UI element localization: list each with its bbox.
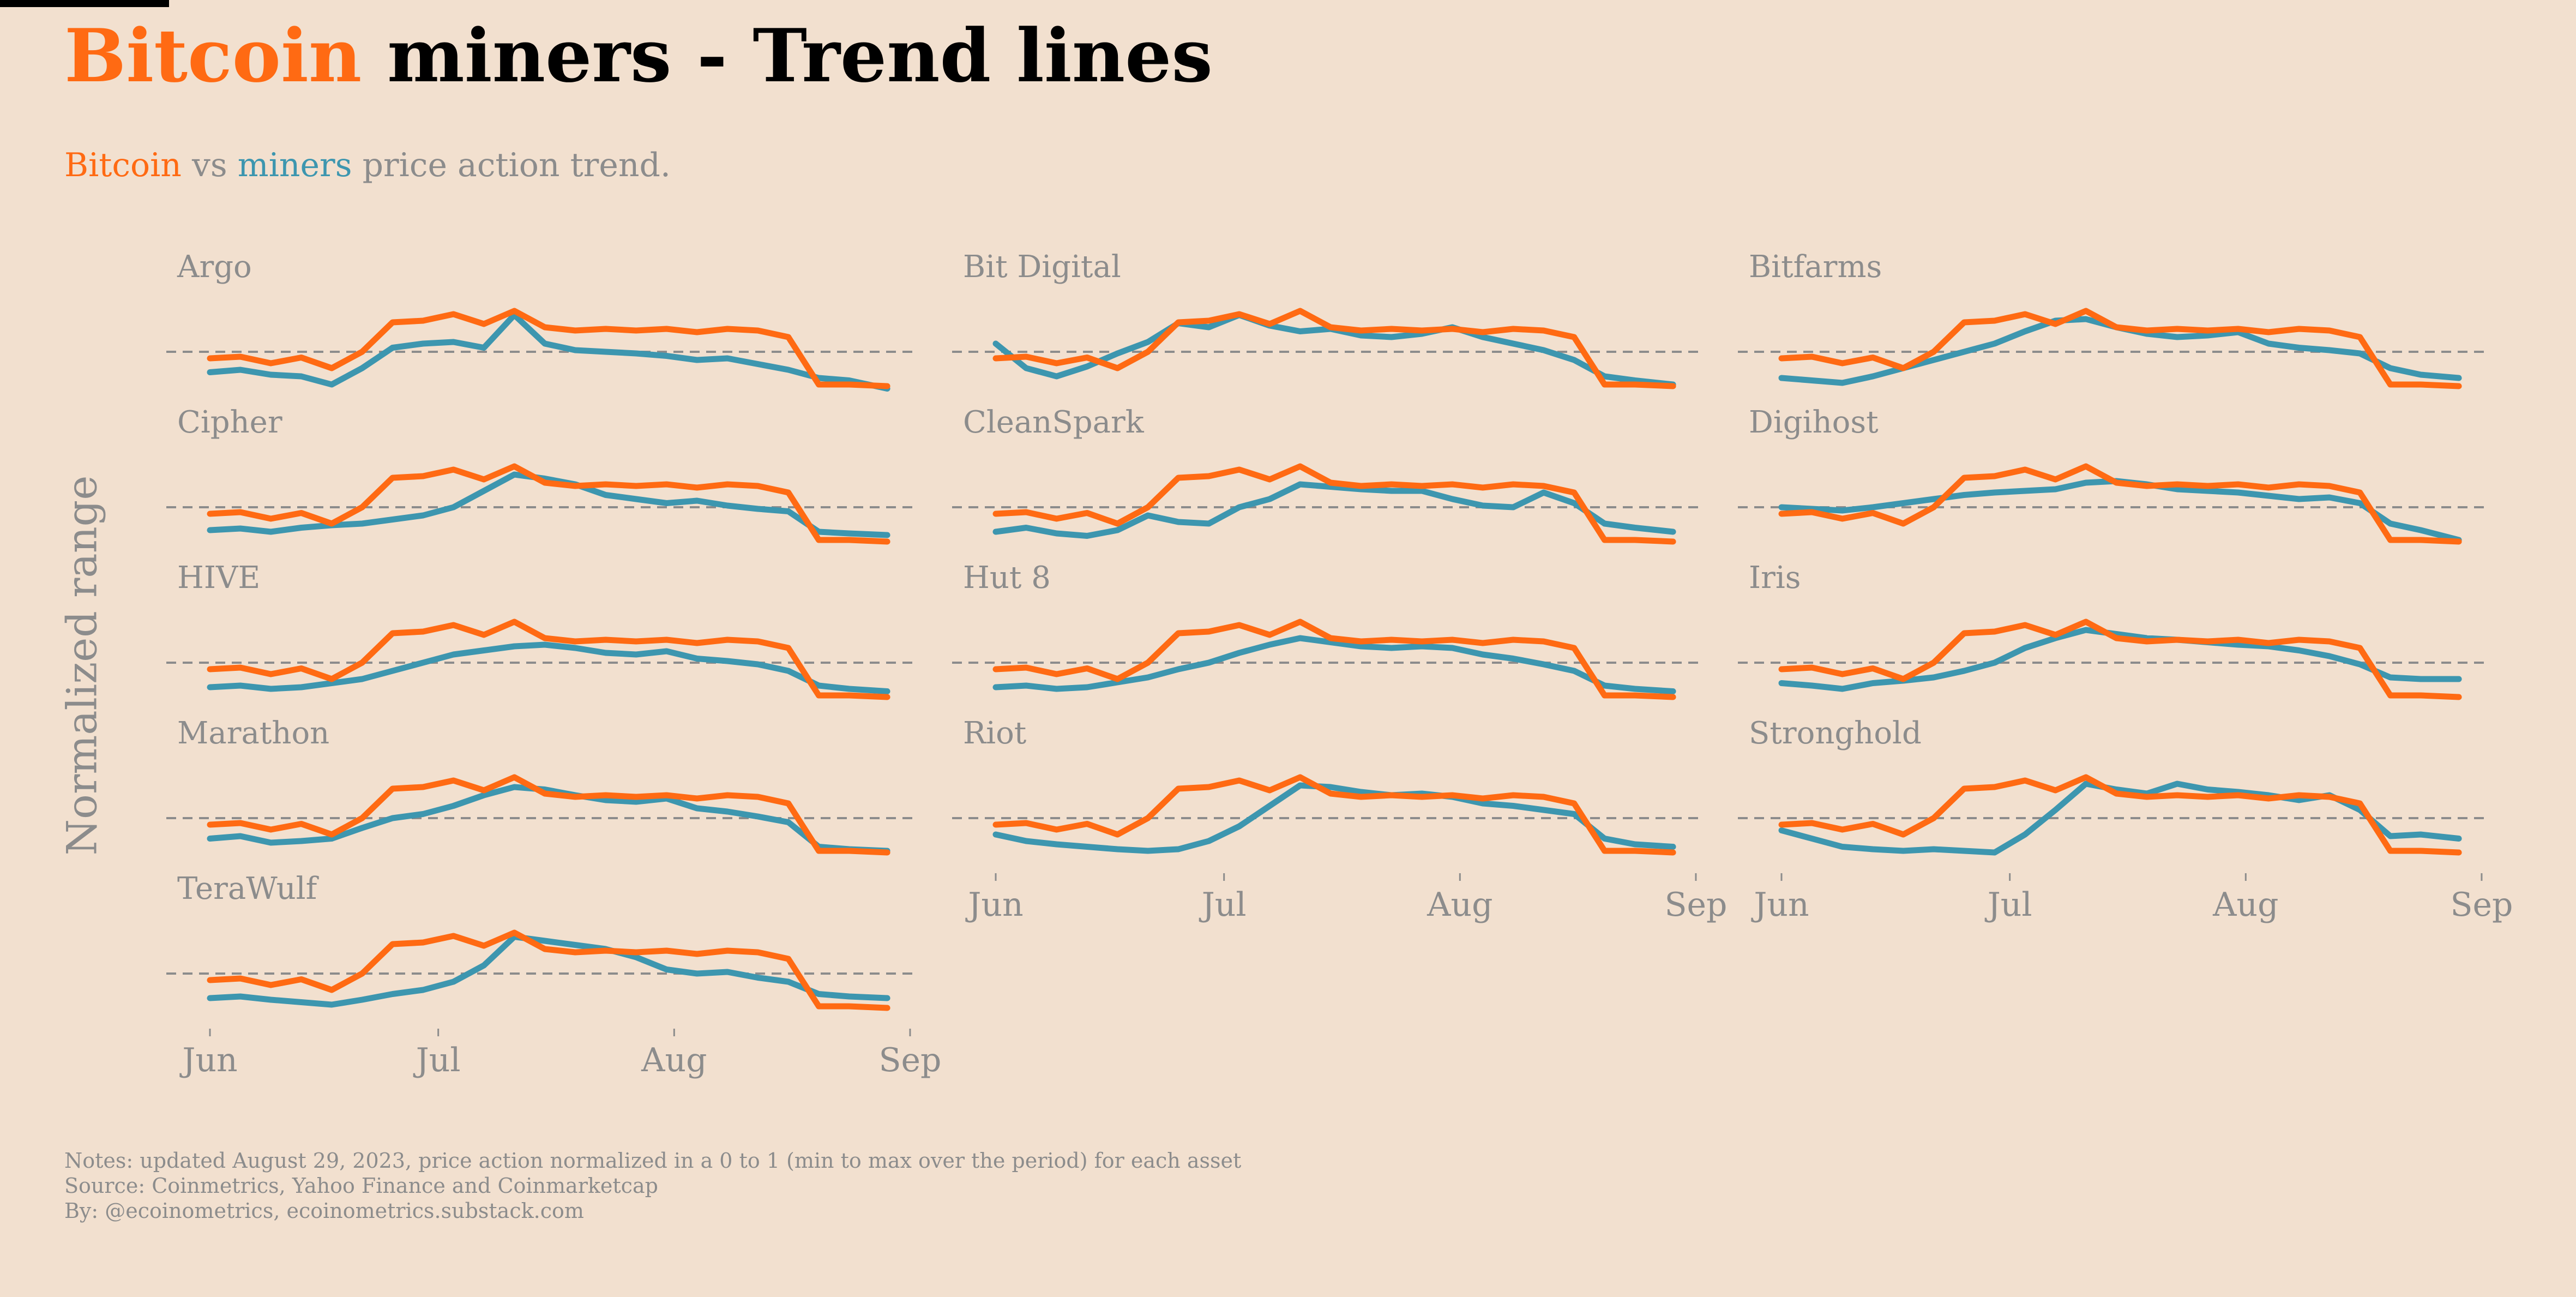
x-tick-label: Sep — [2450, 886, 2513, 924]
panel-title: Iris — [1749, 560, 1801, 596]
subtitle-vs: vs — [181, 146, 238, 184]
bitcoin-series-line — [1778, 774, 2462, 856]
bitcoin-series-line — [992, 619, 1676, 700]
x-tick-label: Jun — [1750, 886, 1809, 924]
miner-series-line — [207, 934, 890, 1008]
panel-title: CleanSpark — [963, 405, 1145, 440]
page-title: Bitcoin miners - Trend lines — [64, 12, 1213, 100]
bitcoin-series-line — [1778, 463, 2462, 545]
miner-series-line — [1778, 627, 2462, 692]
bitcoin-series-line — [207, 774, 890, 856]
notes-line: Notes: updated August 29, 2023, price ac… — [64, 1149, 1242, 1173]
bitcoin-series-line — [207, 929, 890, 1011]
miner-series-line — [207, 471, 890, 538]
miner-series-line — [992, 481, 1676, 539]
panel-title: HIVE — [177, 560, 260, 596]
miner-series-line — [207, 784, 890, 854]
bitcoin-series-line — [207, 463, 890, 545]
subtitle-bitcoin-word: Bitcoin — [64, 146, 182, 184]
panel-title: Hut 8 — [963, 560, 1051, 596]
x-tick-label: Aug — [2212, 886, 2278, 924]
panel-title: TeraWulf — [177, 871, 320, 906]
source-line: Source: Coinmetrics, Yahoo Finance and C… — [64, 1174, 658, 1198]
bitcoin-series-line — [992, 463, 1676, 545]
miner-series-line — [992, 782, 1676, 854]
bitcoin-series-line — [207, 308, 890, 389]
subtitle: Bitcoin vs miners price action trend. — [64, 146, 671, 184]
panel-title: Digihost — [1749, 405, 1879, 440]
top-accent-bar — [0, 0, 169, 7]
x-tick-label: Sep — [1664, 886, 1727, 924]
subtitle-miners-word: miners — [237, 146, 352, 184]
title-rest: miners - Trend lines — [362, 13, 1213, 99]
x-tick-label: Aug — [641, 1041, 707, 1079]
miner-series-line — [207, 312, 890, 392]
bitcoin-series-line — [1778, 619, 2462, 700]
title-bitcoin-word: Bitcoin — [64, 13, 362, 99]
x-tick-label: Aug — [1427, 886, 1492, 924]
bitcoin-series-line — [1778, 308, 2462, 389]
panel-title: Bit Digital — [963, 249, 1121, 285]
panel-title: Cipher — [177, 405, 282, 440]
bitcoin-series-line — [207, 619, 890, 700]
subtitle-rest: price action trend. — [352, 146, 671, 184]
panel-title: Marathon — [177, 716, 329, 751]
bitcoin-series-line — [992, 774, 1676, 856]
x-tick-label: Jul — [413, 1041, 461, 1079]
x-tick-label: Jun — [179, 1041, 237, 1079]
panel-title: Bitfarms — [1749, 249, 1882, 285]
panel-title: Argo — [177, 249, 252, 285]
x-tick-label: Jul — [1984, 886, 2032, 924]
footer-notes: Notes: updated August 29, 2023, price ac… — [64, 1148, 1241, 1223]
x-tick-label: Sep — [878, 1041, 941, 1079]
panel-title: Stronghold — [1749, 716, 1922, 751]
miner-series-line — [207, 641, 890, 694]
x-tick-label: Jun — [965, 886, 1023, 924]
x-tick-label: Jul — [1199, 886, 1247, 924]
miner-series-line — [992, 635, 1676, 694]
panel-title: Riot — [963, 716, 1027, 751]
byline: By: @ecoinometrics, ecoinometrics.substa… — [64, 1199, 584, 1223]
bitcoin-series-line — [992, 308, 1676, 389]
